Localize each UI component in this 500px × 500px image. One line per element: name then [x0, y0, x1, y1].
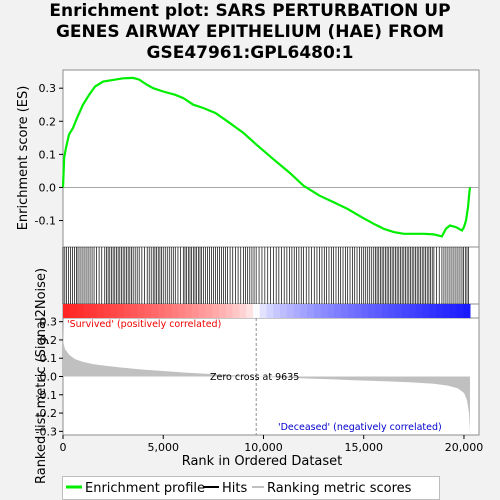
hit-markers: [62, 247, 469, 304]
heatmap-cell: [463, 304, 471, 318]
metric-y-axis-label: Ranked list metric (Signal2Noise): [34, 268, 49, 484]
es-y-tick-label: 0.2: [39, 115, 57, 128]
heatmap-cell: [429, 304, 437, 318]
heatmap-cell: [436, 304, 444, 318]
heatmap-cell: [246, 304, 254, 318]
heatmap-cell: [375, 304, 383, 318]
heatmap-cell: [327, 304, 335, 318]
heatmap-cell: [259, 304, 267, 318]
chart-title-line-2: GENES AIRWAY EPITHELIUM (HAE) FROM: [55, 22, 445, 42]
heatmap-cell: [300, 304, 308, 318]
heatmap-cell: [157, 304, 166, 318]
heatmap-cell: [415, 304, 423, 318]
zero-cross-label: Zero cross at 9635: [210, 372, 299, 383]
negative-correlation-label: 'Deceased' (negatively correlated): [278, 422, 442, 433]
heatmap-cell: [83, 304, 91, 318]
heatmap-cell: [368, 304, 376, 318]
heatmap-cell: [110, 304, 118, 318]
heatmap-cell: [198, 304, 206, 318]
heatmap-cell: [449, 304, 457, 318]
metric-y-tick-label: 0.3: [40, 316, 58, 329]
heatmap-cell: [313, 304, 322, 318]
heatmap-cell: [205, 304, 213, 318]
heatmap-cell: [354, 304, 362, 318]
heatmap-cell: [422, 304, 430, 318]
heatmap-cell: [185, 304, 193, 318]
heatmap-cell: [144, 304, 152, 318]
chart-title: Enrichment plot: SARS PERTURBATION UP GE…: [0, 1, 500, 64]
heatmap-cell: [151, 304, 159, 318]
heatmap-cell: [307, 304, 315, 318]
heatmap-cell: [320, 304, 329, 318]
heatmap-cell: [90, 304, 98, 318]
heatmap-cell: [239, 304, 247, 318]
heatmap-cell: [293, 304, 301, 318]
heatmap-cell: [171, 304, 179, 318]
metric-y-tick-label: -0.1: [36, 389, 57, 402]
heatmap-cell: [191, 304, 200, 318]
heatmap-cell: [402, 304, 410, 318]
x-tick-label: 15,000: [344, 441, 383, 454]
heatmap-cell: [69, 304, 78, 318]
heatmap-cell: [442, 304, 451, 318]
metric-y-tick-label: -0.2: [36, 407, 57, 420]
es-y-axis-label: Enrichment score (ES): [16, 86, 31, 231]
heatmap-cell: [286, 304, 295, 318]
metric-y-tick-label: -0.3: [36, 425, 57, 438]
es-curve: [61, 76, 472, 238]
metric-y-tick-label: 0.2: [40, 334, 58, 347]
axes: -0.1 0.0 0.1 0.2 0.3 -0.3 -0.2 -0.1 0.0 0.1 0.2 0.3…: [35, 82, 484, 454]
heatmap-cell: [63, 304, 71, 318]
heatmap-cell: [117, 304, 125, 318]
positive-correlation-label: 'Survived' (positively correlated): [67, 319, 221, 330]
heatmap-cell: [137, 304, 145, 318]
heatmap-cell: [76, 304, 84, 318]
legend: [62, 476, 440, 500]
heatmap-cell: [103, 304, 111, 318]
metric-area: [63, 321, 470, 432]
heatmap-cell: [164, 304, 173, 318]
heatmap-cell: [252, 304, 261, 318]
heatmap-cell: [408, 304, 417, 318]
es-y-tick-label: 0.0: [39, 181, 57, 194]
heatmap-cell: [334, 304, 342, 318]
hits-panel: [62, 246, 480, 305]
es-y-tick-label: -0.1: [35, 215, 56, 228]
heatmap-cell: [341, 304, 349, 318]
heatmap-cell: [232, 304, 240, 318]
heatmap-cell: [456, 304, 464, 318]
heatmap-cell: [212, 304, 220, 318]
chart-title-line-3: GSE47961:GPL6480:1: [146, 43, 354, 63]
heatmap-cell: [280, 304, 288, 318]
heatmap-cell: [266, 304, 274, 318]
heatmap-cell: [178, 304, 186, 318]
x-tick-label: 5,000: [147, 441, 179, 454]
x-tick-label: 20,000: [445, 441, 484, 454]
heatmap-cell: [388, 304, 396, 318]
heatmap-cell: [219, 304, 227, 318]
es-layer: [61, 76, 479, 238]
es-y-tick-label: 0.1: [39, 148, 57, 161]
heatmap-cell: [381, 304, 390, 318]
heatmap-cell: [395, 304, 403, 318]
heatmap-cell: [347, 304, 356, 318]
heatmap-cell: [130, 304, 139, 318]
metric-y-tick-label: 0.0: [40, 371, 58, 384]
x-tick-label: 0: [60, 441, 67, 454]
heatmap-cell: [124, 304, 132, 318]
heatmap-cell: [273, 304, 281, 318]
x-tick-label: 10,000: [244, 441, 283, 454]
metric-y-tick-label: 0.1: [40, 352, 58, 365]
heatmap-cell: [361, 304, 369, 318]
heatmap-cell: [96, 304, 105, 318]
x-axis-label: Rank in Ordered Dataset: [182, 454, 343, 469]
es-y-tick-label: 0.3: [39, 82, 57, 95]
chart-title-line-1: Enrichment plot: SARS PERTURBATION UP: [49, 1, 451, 21]
rank-heatmap: [63, 304, 471, 318]
heatmap-cell: [225, 304, 234, 318]
metric-layer: [63, 318, 470, 435]
